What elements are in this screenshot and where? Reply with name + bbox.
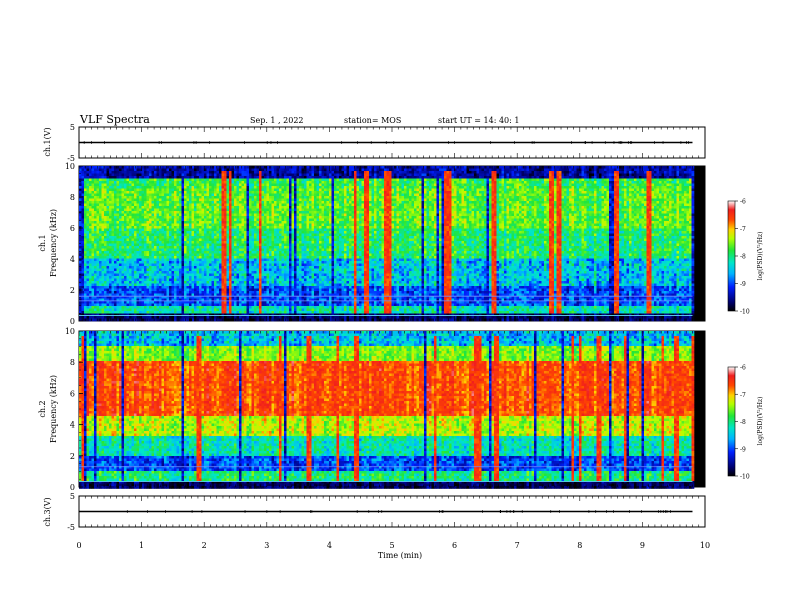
ch1-voltage-trace	[79, 141, 692, 144]
cbar1-ticks-label: -10	[740, 309, 750, 316]
spec1-ytick-label: 4	[70, 255, 75, 264]
ch1-spectrogram-ylabel-channel: ch.1	[38, 234, 47, 251]
station-label: station= MOS	[344, 116, 401, 125]
ch2-spectrogram	[79, 331, 705, 489]
x-tick-label: 2	[202, 541, 207, 550]
x-tick-label: 0	[76, 541, 81, 550]
spec2-ytick-label: 2	[70, 452, 75, 461]
spec2-ytick-label: 10	[65, 327, 75, 336]
x-tick-label: 8	[577, 541, 582, 550]
x-tick-label: 3	[264, 541, 269, 550]
ch1-colorbar-label: log(PSD)(V²/Hz)	[757, 232, 764, 281]
ch1-spectrogram	[79, 166, 705, 321]
ch2-spectrogram-ylabel-frequency: Frequency (kHz)	[49, 375, 58, 443]
ch3-voltage-trace	[79, 510, 692, 513]
x-tick-label: 9	[640, 541, 645, 550]
spec2-ytick-label: 6	[70, 389, 75, 398]
spec2-ytick-label: 4	[70, 421, 75, 430]
ch1-colorbar-gradient	[728, 201, 735, 311]
cbar1-ticks-label: -7	[740, 226, 746, 233]
ch2-spectrogram-ylabel-channel: ch.2	[38, 400, 47, 417]
cbar2-ticks-label: -8	[740, 419, 746, 426]
vlf-spectra-figure: VLF Spectra Sep. 1 , 2022 station= MOS s…	[0, 0, 792, 612]
spec1-ytick-label: 2	[70, 286, 75, 295]
cbar2-ticks-label: -6	[740, 365, 746, 372]
x-tick-label: 1	[139, 541, 144, 550]
ch1-colorbar: -6 -7 -8 -9 -10 log(PSD)(V²/Hz)	[728, 199, 764, 316]
ch1-voltage-ylabel: ch.1(V)	[43, 127, 52, 156]
spec2-ytick-label: 0	[70, 483, 75, 492]
ch2-colorbar-label: log(PSD)(V²/Hz)	[757, 397, 764, 446]
start-time-label: start UT = 14: 40: 1	[438, 116, 519, 125]
cbar2-ticks-label: -9	[740, 446, 746, 453]
cbar1-ticks-label: -6	[740, 199, 746, 206]
cbar2-ticks-label: -7	[740, 392, 746, 399]
x-axis-label: Time (min)	[378, 551, 422, 560]
volt3-ytick-label: -5	[67, 523, 75, 532]
spec2-ytick-label: 8	[70, 358, 75, 367]
spec1-ytick-label: 8	[70, 193, 75, 202]
cbar2-ticks-label: -10	[740, 474, 750, 481]
figure-title: VLF Spectra	[79, 113, 150, 126]
ch2-colorbar: -6 -7 -8 -9 -10 log(PSD)(V²/Hz)	[728, 365, 764, 481]
spec1-ytick-label: 0	[70, 317, 75, 326]
volt1-ytick-label: 5	[70, 123, 75, 132]
volt3-ytick-label: 5	[70, 492, 75, 501]
ch1-spectrogram-ylabel-frequency: Frequency (kHz)	[49, 209, 58, 277]
cbar1-ticks-label: -8	[740, 254, 746, 261]
x-tick-label: 10	[700, 541, 710, 550]
x-tick-label: 4	[327, 541, 332, 550]
x-tick-label: 6	[452, 541, 457, 550]
cbar1-ticks-label: -9	[740, 281, 746, 288]
date-label: Sep. 1 , 2022	[250, 116, 304, 125]
x-tick-label: 5	[389, 541, 394, 550]
ch3-voltage-ylabel: ch.3(V)	[43, 497, 52, 526]
spec1-ytick-label: 10	[65, 162, 75, 171]
spec1-ytick-label: 6	[70, 224, 75, 233]
x-tick-label: 7	[515, 541, 520, 550]
ch2-colorbar-gradient	[728, 367, 735, 476]
